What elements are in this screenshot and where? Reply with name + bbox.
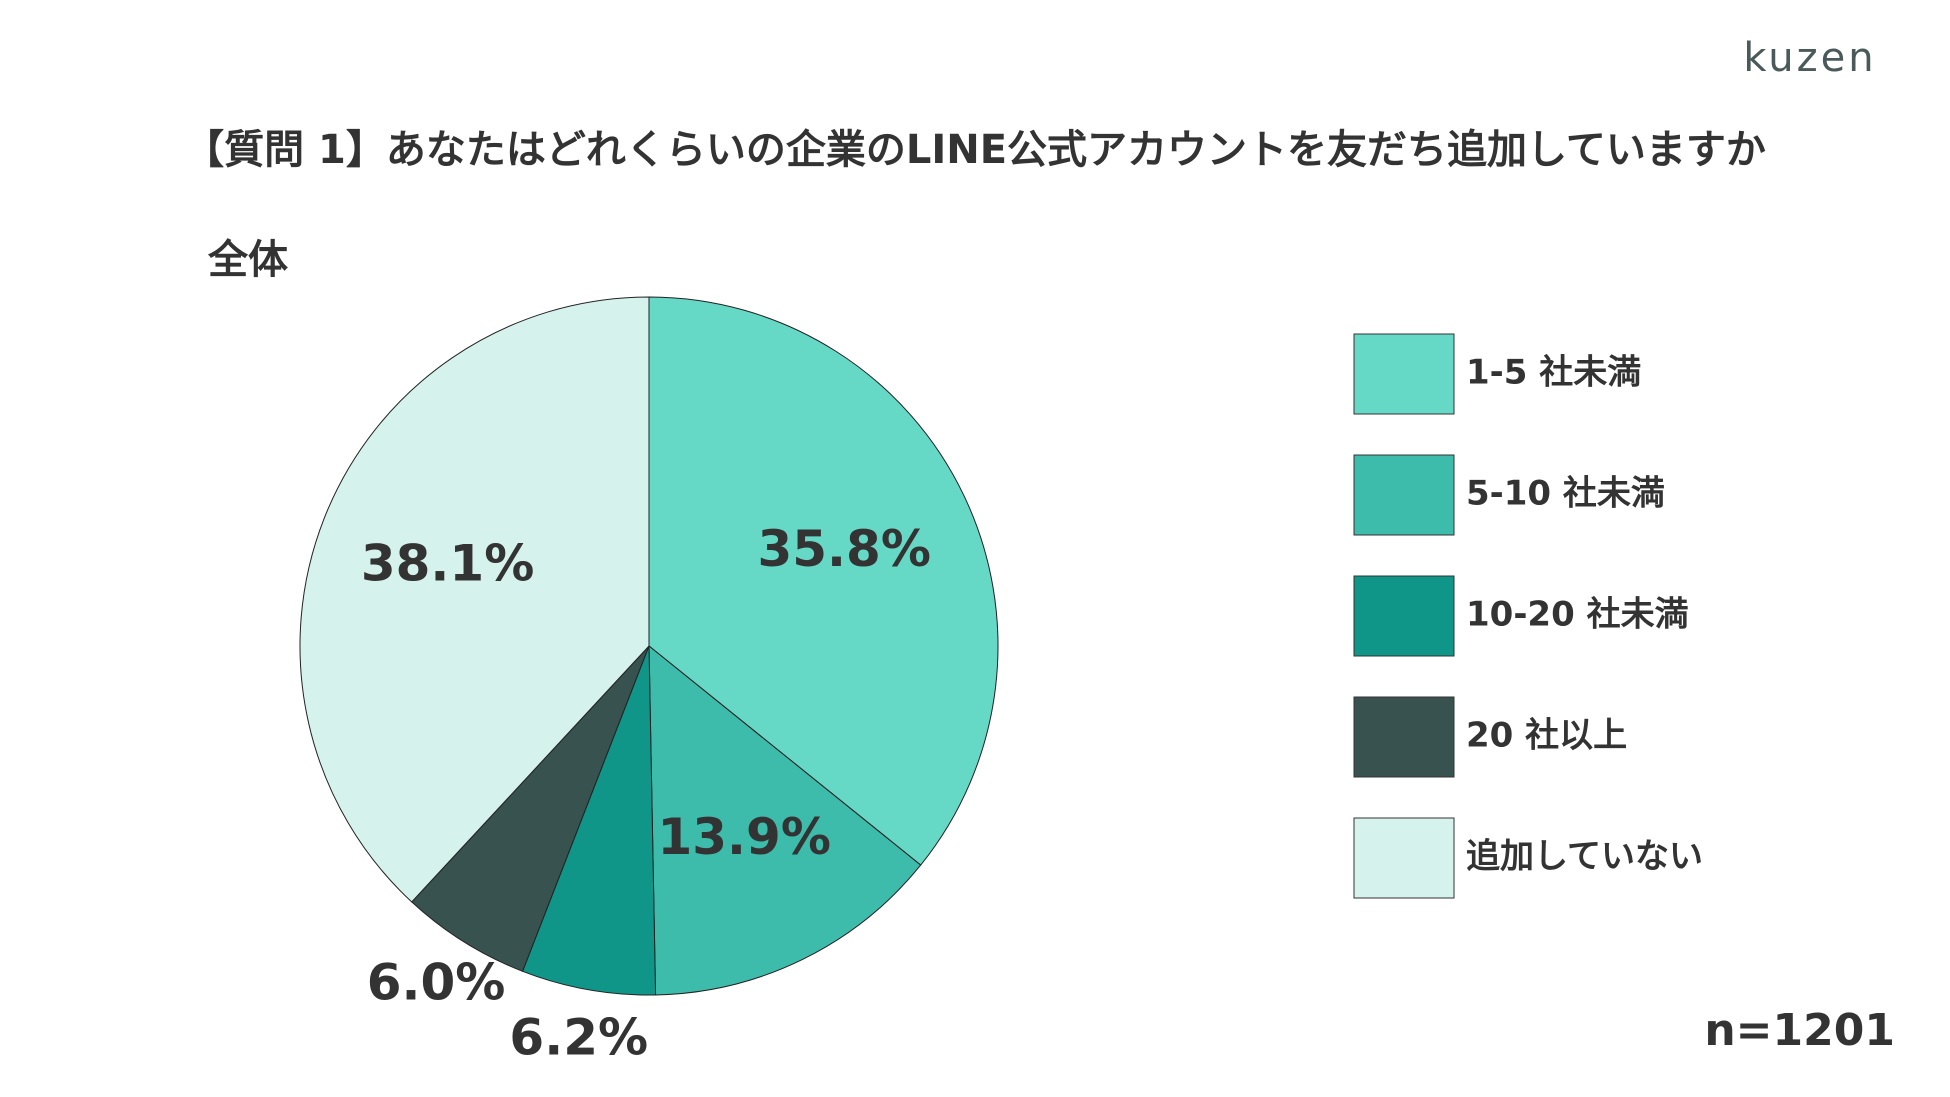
- sample-size-note: n=1201: [1704, 1005, 1895, 1056]
- legend-swatch: [1353, 454, 1455, 536]
- legend-label: 1-5 社未満: [1466, 353, 1641, 393]
- slice-label: 13.9%: [657, 808, 830, 866]
- legend-label: 5-10 社未満: [1466, 474, 1665, 514]
- legend-label: 10-20 社未満: [1466, 595, 1689, 635]
- slice-label: 35.8%: [757, 520, 930, 578]
- pie-slice: [648, 296, 999, 866]
- brand-logo: kuzen: [1743, 35, 1876, 81]
- slice-label: 6.0%: [367, 954, 506, 1012]
- pie-slice: [410, 645, 650, 972]
- pie-slice: [648, 644, 922, 996]
- pie-slice: [299, 296, 650, 903]
- chart-subtitle: 全体: [207, 237, 288, 283]
- slice-label: 38.1%: [361, 534, 534, 592]
- chart-title: 【質問 1】あなたはどれくらいの企業のLINE公式アカウントを友だち追加していま…: [184, 127, 1766, 173]
- legend-swatch: [1353, 333, 1455, 415]
- legend-label: 追加していない: [1466, 837, 1703, 877]
- pie: 35.8% 13.9% 6.2%6.0% 38.1%: [299, 296, 999, 1067]
- legend-label: 20 社以上: [1466, 716, 1627, 756]
- legend-swatch: [1353, 696, 1455, 778]
- legend-swatch: [1353, 817, 1455, 899]
- slice-label: 6.2%: [509, 1009, 648, 1067]
- pie-slice: [521, 645, 657, 996]
- legend-swatch: [1353, 575, 1455, 657]
